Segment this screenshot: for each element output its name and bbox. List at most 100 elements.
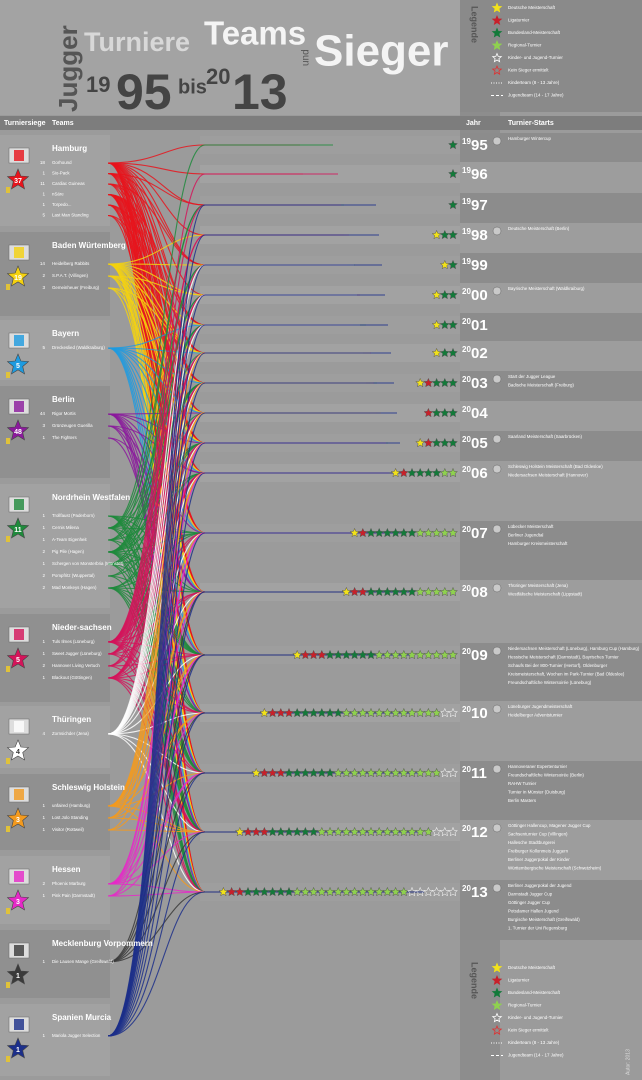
region-flag-inner bbox=[14, 721, 24, 732]
connection-line bbox=[107, 352, 371, 679]
legend-label: Regional-Turnier bbox=[508, 43, 542, 48]
connection-line bbox=[107, 144, 300, 164]
start-icon bbox=[492, 823, 502, 833]
legend-label: Jugendteam (14 - 17 Jahre) bbox=[508, 93, 564, 98]
team-count: 11 bbox=[40, 181, 45, 186]
legend-marker bbox=[491, 64, 503, 75]
region-name: Spanien Murcia bbox=[52, 1013, 112, 1022]
tournament-start: Hessische Meisterschaft (Darmstadt), Bay… bbox=[508, 655, 619, 660]
connection-line bbox=[107, 352, 364, 553]
region-wins: 4 bbox=[16, 749, 20, 756]
year-century: 20 bbox=[462, 584, 471, 593]
tournament-star bbox=[447, 347, 459, 358]
region-band bbox=[0, 930, 110, 998]
legend-marker bbox=[491, 999, 503, 1010]
tournament-star bbox=[447, 319, 459, 330]
team-name: Last Man Standing bbox=[52, 213, 89, 218]
connection-line bbox=[107, 412, 377, 679]
tournament-star bbox=[447, 407, 459, 418]
title-to-century: 20 bbox=[206, 64, 230, 89]
region-wins: 48 bbox=[14, 429, 22, 436]
tournament-star bbox=[447, 467, 459, 478]
title-from-century: 19 bbox=[86, 72, 110, 97]
year-century: 20 bbox=[462, 705, 471, 714]
team-count: 3 bbox=[42, 423, 45, 428]
year-suffix: 06 bbox=[471, 465, 488, 482]
team-name: Trollfaust (Paderborn) bbox=[52, 513, 95, 518]
tournament-start: Turnier in Münster (Duisburg) bbox=[508, 790, 566, 795]
legend-label: Kinder- und Jugend-Turnier bbox=[508, 55, 563, 60]
legend-label: Ligaturnier bbox=[508, 978, 530, 983]
start-icon bbox=[492, 583, 502, 593]
start-icon bbox=[492, 136, 502, 146]
legend-marker bbox=[491, 39, 503, 50]
connection-line bbox=[107, 324, 360, 735]
tournament-start: Göttinger Jugger Cup bbox=[508, 900, 551, 905]
tournament-start: Berliner Jugendtal bbox=[508, 533, 543, 538]
region-flag-inner bbox=[14, 1019, 24, 1030]
tournament-star bbox=[447, 586, 459, 597]
team-count: 4 bbox=[42, 731, 45, 736]
connection-line bbox=[107, 654, 412, 1037]
team-count: 1 bbox=[42, 959, 45, 964]
tournament-start: Badische Meisterschaft (Freiburg) bbox=[508, 383, 574, 388]
trophy bbox=[6, 438, 10, 444]
year-suffix: 05 bbox=[471, 435, 488, 452]
connection-line bbox=[107, 352, 370, 807]
region-band bbox=[0, 856, 110, 924]
legend-marker bbox=[491, 27, 503, 38]
trophy bbox=[6, 666, 10, 672]
title-sieger: Sieger bbox=[314, 27, 449, 76]
region-star bbox=[6, 1037, 30, 1059]
team-count: 1 bbox=[42, 537, 45, 542]
region-star bbox=[6, 739, 30, 761]
team-name: Sio-Pack bbox=[52, 171, 70, 176]
year-century: 20 bbox=[462, 647, 471, 656]
column-header-bg bbox=[0, 116, 642, 130]
team-count: 2 bbox=[42, 273, 45, 278]
year-band bbox=[460, 701, 642, 761]
connection-line bbox=[107, 591, 409, 1037]
year-suffix: 97 bbox=[471, 197, 488, 214]
tournament-start: Bayrische Meisterschaft (Waldkraiburg) bbox=[508, 286, 585, 291]
tournament-start: Start der Jugger League bbox=[508, 374, 556, 379]
connection-line bbox=[107, 144, 333, 529]
tournament-star bbox=[447, 437, 459, 448]
team-name: Cernis Milena bbox=[52, 525, 79, 530]
team-count: 2 bbox=[42, 881, 45, 886]
team-name: Mad Monkeys (Hagen) bbox=[52, 585, 97, 590]
year-suffix: 07 bbox=[471, 525, 488, 542]
start-icon bbox=[492, 883, 502, 893]
start-icon bbox=[492, 286, 502, 296]
region-name: Berlin bbox=[52, 395, 75, 404]
start-icon bbox=[492, 374, 502, 384]
team-name: A-Team Eigenheit bbox=[52, 537, 87, 542]
tournament-start: Burgische Meisterschaft (Greifswald) bbox=[508, 917, 580, 922]
region-wins: 3 bbox=[16, 817, 20, 824]
column-teams: Teams bbox=[52, 120, 74, 127]
region-wins: 5 bbox=[16, 657, 20, 664]
year-century: 20 bbox=[462, 525, 471, 534]
connection-line bbox=[107, 352, 363, 735]
tournament-start: Berliner Juggerpokal der Kinder bbox=[508, 857, 570, 862]
connection-line bbox=[107, 162, 303, 175]
legend-marker bbox=[491, 52, 503, 63]
start-icon bbox=[492, 646, 502, 656]
legend-label: Kein Sieger ermittelt bbox=[508, 1028, 549, 1033]
connection-line bbox=[107, 805, 403, 893]
tournament-star bbox=[447, 139, 459, 150]
title-teams: Teams bbox=[204, 15, 306, 52]
year-century: 19 bbox=[462, 166, 471, 175]
connection-line bbox=[107, 772, 418, 1037]
legend-marker bbox=[491, 962, 503, 973]
team-name: Sweet Jugger (Lüneburg) bbox=[52, 651, 102, 656]
connection-line bbox=[107, 382, 373, 807]
year-band bbox=[460, 341, 642, 371]
connection-line bbox=[107, 294, 360, 667]
title-to-year: 13 bbox=[232, 64, 288, 120]
legend-marker bbox=[491, 2, 503, 13]
trophy bbox=[6, 372, 10, 378]
region-star bbox=[6, 647, 30, 669]
legend-label: Bundesland-Meisterschaft bbox=[508, 990, 561, 995]
year-band bbox=[460, 313, 642, 341]
